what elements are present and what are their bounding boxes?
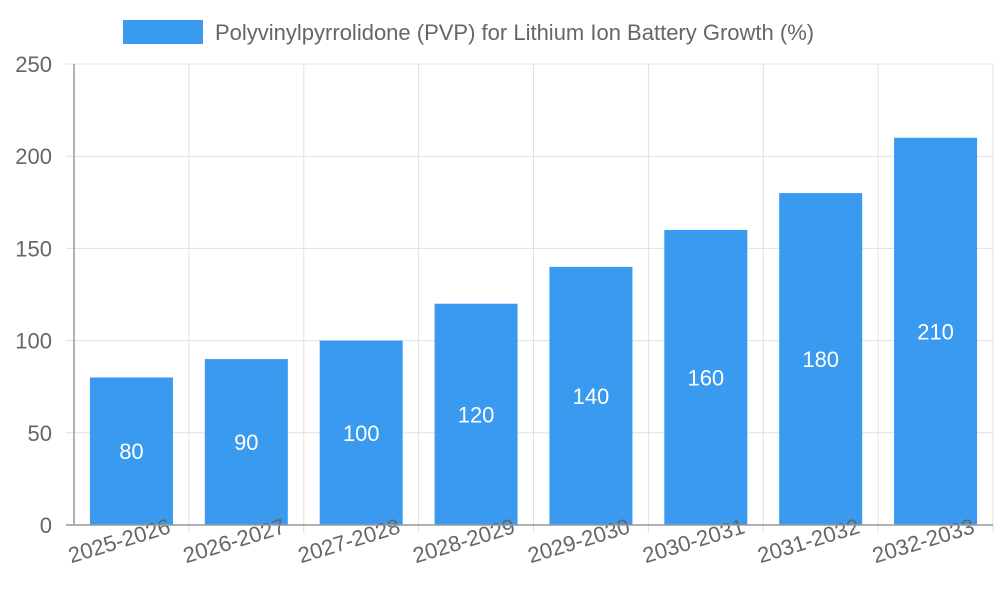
bar[interactable] xyxy=(204,359,288,525)
y-tick-label: 250 xyxy=(15,52,52,77)
bar-value-label: 80 xyxy=(119,439,143,464)
bar[interactable] xyxy=(549,266,633,525)
y-tick-label: 0 xyxy=(40,513,52,538)
axes xyxy=(66,64,993,526)
x-axis-ticks: 2025-2026 2026-2027 2027-2028 2028-2029 2029… xyxy=(65,513,977,568)
bar-value-label: 140 xyxy=(573,384,610,409)
bar-value-label: 100 xyxy=(343,421,380,446)
grid xyxy=(66,63,994,533)
bar-value-label: 180 xyxy=(802,347,839,372)
bar[interactable] xyxy=(89,377,173,525)
bar-data-labels: 80 90 100 120 140 160 180 210 xyxy=(119,319,954,464)
bar[interactable] xyxy=(434,303,518,525)
legend-label: Polyvinylpyrrolidone (PVP) for Lithium I… xyxy=(215,20,814,45)
bar[interactable] xyxy=(894,137,978,525)
y-tick-label: 200 xyxy=(15,144,52,169)
bar-value-label: 90 xyxy=(234,430,258,455)
bar[interactable] xyxy=(779,193,863,525)
y-tick-label: 50 xyxy=(28,421,52,446)
bar-value-label: 160 xyxy=(687,365,724,390)
y-axis-ticks: 0 50 100 150 200 250 xyxy=(15,52,52,538)
bar[interactable] xyxy=(664,229,748,525)
bar-value-label: 210 xyxy=(917,319,954,344)
bar-value-label: 120 xyxy=(458,402,495,427)
legend-swatch xyxy=(123,20,203,44)
bar[interactable] xyxy=(319,340,403,525)
legend[interactable]: Polyvinylpyrrolidone (PVP) for Lithium I… xyxy=(123,20,814,45)
y-tick-label: 150 xyxy=(15,236,52,261)
y-tick-label: 100 xyxy=(15,329,52,354)
bars xyxy=(89,137,978,525)
